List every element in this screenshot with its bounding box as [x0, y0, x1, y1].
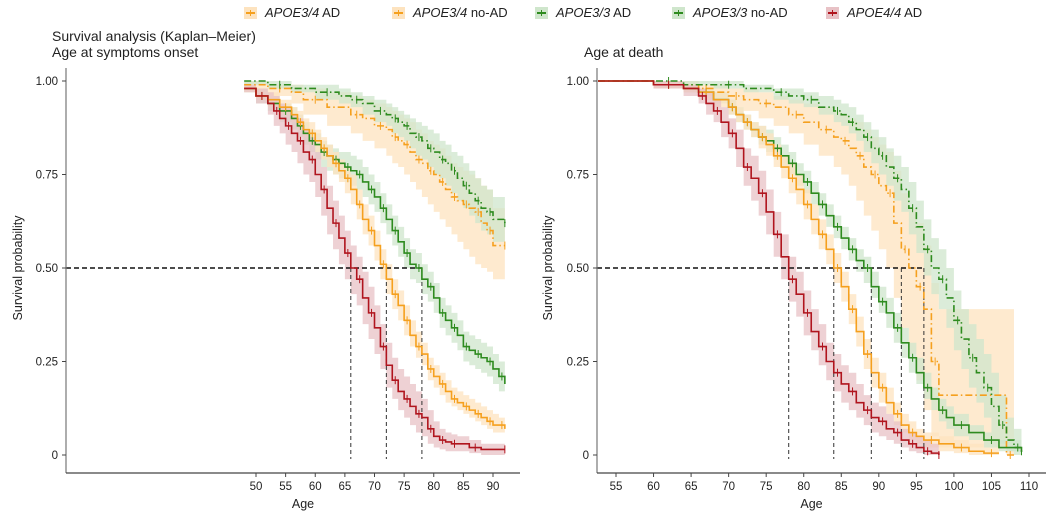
legend-swatch: [535, 6, 548, 19]
y-tick-label: 1.00: [36, 76, 58, 88]
survival-line: [598, 80, 1014, 456]
x-tick-label: 65: [685, 481, 698, 493]
y-tick-label: 0.75: [567, 170, 589, 182]
chart-subtitle: Age at death: [584, 44, 663, 60]
x-tick-label: 75: [760, 481, 773, 493]
x-tick-label: 60: [647, 481, 660, 493]
x-tick-label: 100: [944, 481, 963, 493]
y-axis-label: Survival probability: [11, 215, 25, 321]
x-axis-label: Age: [292, 497, 314, 511]
ci-band: [244, 84, 505, 437]
x-tick-label: 55: [279, 481, 292, 493]
legend-swatch: [826, 6, 839, 19]
legend-label: APOE3/3 AD: [556, 5, 632, 20]
survival-line: [244, 87, 506, 429]
ci-band: [244, 84, 505, 456]
legend-item: APOE3/4 AD: [244, 5, 340, 20]
survival-line: [244, 87, 505, 451]
ci-band: [244, 84, 505, 396]
x-tick-label: 95: [910, 481, 923, 493]
x-tick-label: 90: [487, 481, 500, 493]
x-tick-label: 90: [872, 481, 885, 493]
legend-label: APOE4/4 AD: [847, 5, 923, 20]
y-tick-label: 0.25: [567, 357, 589, 369]
survival-line: [598, 80, 940, 455]
x-tick-label: 70: [368, 481, 381, 493]
survival-line: [598, 80, 999, 454]
x-tick-label: 85: [457, 481, 470, 493]
x-tick-label: 50: [250, 481, 263, 493]
x-tick-label: 85: [835, 481, 848, 493]
x-tick-label: 105: [982, 481, 1001, 493]
y-tick-label: 0.25: [36, 357, 58, 369]
chart-subtitle: Age at symptoms onset: [52, 44, 198, 60]
legend-swatch: [392, 6, 405, 19]
x-tick-label: 80: [797, 481, 810, 493]
legend-swatch: [244, 6, 257, 19]
x-tick-label: 70: [722, 481, 735, 493]
survival-line: [598, 80, 1023, 455]
panel-symptoms-onset: Survival analysis (Kaplan–Meier)Age at s…: [11, 28, 520, 511]
y-tick-label: 0: [52, 450, 58, 462]
x-tick-label: 80: [427, 481, 440, 493]
x-tick-label: 110: [1020, 481, 1038, 493]
legend-label: APOE3/4 AD: [265, 5, 341, 20]
legend-swatch: [672, 6, 685, 19]
legend: APOE3/4 AD APOE3/4 no-AD APOE3/3 AD APOE3/3…: [0, 2, 1056, 24]
survival-line: [244, 80, 506, 224]
panel-age-at-death: Age at death 0 0.25 0.50 0.75 1.00 55 60 65 70 75 8…: [541, 44, 1046, 511]
legend-label: APOE3/3 no-AD: [693, 5, 788, 20]
chart-title: Survival analysis (Kaplan–Meier): [52, 28, 256, 44]
ci-band: [244, 81, 505, 246]
y-tick-label: 0: [583, 450, 589, 462]
y-tick-label: 0.75: [36, 170, 58, 182]
y-axis-label: Survival probability: [541, 215, 555, 321]
x-tick-label: 65: [338, 481, 351, 493]
x-tick-label: 75: [398, 481, 411, 493]
x-axis-label: Age: [800, 497, 822, 511]
y-tick-label: 0.50: [567, 263, 589, 275]
x-tick-label: 55: [610, 481, 623, 493]
legend-item: APOE3/3 AD: [535, 5, 631, 20]
legend-label: APOE3/4 no-AD: [413, 5, 508, 20]
y-tick-label: 0.50: [36, 263, 58, 275]
survival-line: [244, 87, 506, 384]
x-tick-label: 60: [309, 481, 322, 493]
legend-item: APOE3/4 no-AD: [392, 5, 508, 20]
legend-item: APOE4/4 AD: [826, 5, 922, 20]
legend-item: APOE3/3 no-AD: [672, 5, 788, 20]
y-tick-label: 1.00: [567, 76, 589, 88]
